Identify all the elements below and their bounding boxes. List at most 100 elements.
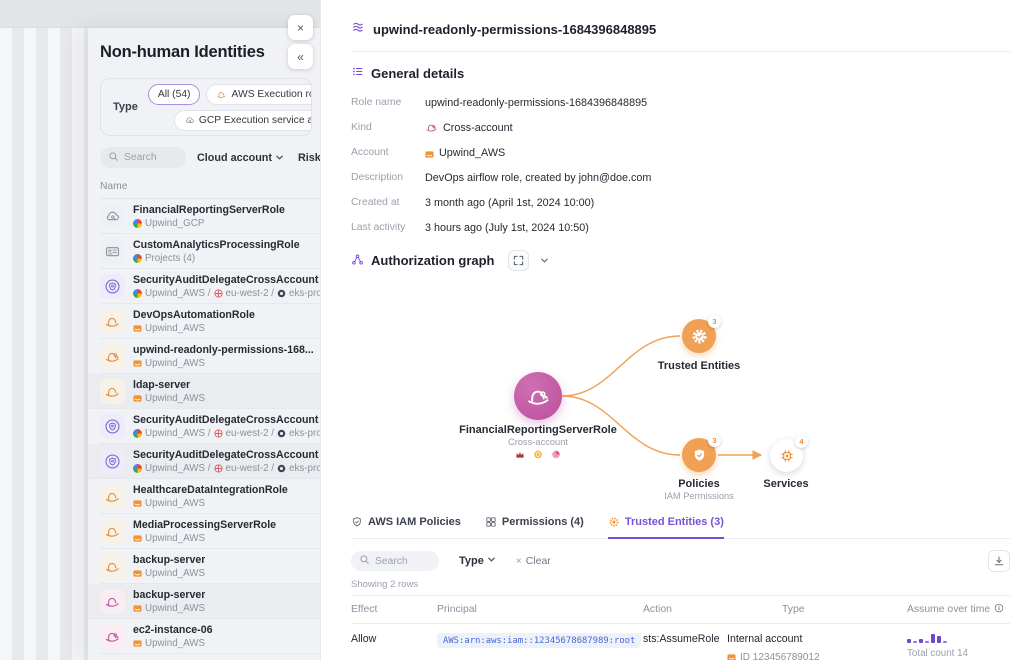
identity-subtitle: Upwind_AWS <box>133 638 213 649</box>
trusted-entity-row[interactable]: Allow AWS:arn:aws:iam::12345678687989:roo… <box>351 624 1010 660</box>
cell-type: Internal account ID 123456789012 <box>727 633 907 660</box>
type-pill-aws[interactable]: AWS Execution role <box>206 83 311 105</box>
principal-arn-chip[interactable]: AWS:arn:aws:iam::12345678687989:root <box>437 633 642 648</box>
filter-risk-overview[interactable]: Risk overview <box>298 152 320 164</box>
gcp-icon <box>133 463 142 473</box>
table-search[interactable] <box>351 551 439 571</box>
identity-subtitle: Upwind_AWS / eu-west-2 / eks-prod interna <box>133 428 320 439</box>
type-filter-label: Type <box>113 101 138 113</box>
identity-row[interactable]: ldap-server Upwind_AWS <box>88 374 320 409</box>
filter-cloud-account[interactable]: Cloud account <box>197 152 284 164</box>
download-button[interactable] <box>988 550 1010 572</box>
total-count-text: Total count 14 <box>907 648 969 659</box>
tab-label: Trusted Entities (3) <box>624 516 724 528</box>
identity-row-text: DevOpsAutomationRole Upwind_AWS <box>133 309 255 334</box>
chevron-down-icon[interactable] <box>540 256 549 265</box>
drawer-controls: × « <box>288 15 313 69</box>
aws-icon <box>133 534 142 543</box>
graph-node-services-label: Services <box>763 478 809 490</box>
identities-search[interactable] <box>100 147 186 168</box>
identity-row[interactable]: SecurityAuditDelegateCrossAccount Upwind_… <box>100 269 320 304</box>
identity-row[interactable]: MediaProcessingServerRole Upwind_AWS <box>100 514 320 549</box>
general-details-label: General details <box>371 65 465 81</box>
identity-layers-icon <box>351 20 365 39</box>
type-pill-label: All (54) <box>157 88 191 100</box>
tab-permissions-4[interactable]: Permissions (4) <box>485 516 584 539</box>
risk-crown-icon <box>515 447 526 465</box>
identity-row[interactable]: upwind-readonly-permissions-168... Upwind… <box>100 339 320 374</box>
type-detail: ID 123456789012 <box>727 652 907 660</box>
type-pill-all[interactable]: All (54) <box>147 83 201 105</box>
identity-row-text: SecurityAuditDelegateCrossAccount Upwind_… <box>133 414 320 439</box>
identity-row-text: backup-server Upwind_AWS <box>133 589 205 614</box>
identity-type-hat-icon <box>100 483 125 509</box>
cross-account-hat-icon <box>425 121 438 134</box>
column-header-assume-over-time: Assume over time <box>907 603 1010 616</box>
info-icon[interactable] <box>994 603 1004 616</box>
identity-row-text: HealthcareDataIntegrationRole Upwind_AWS <box>133 484 288 509</box>
identity-row[interactable]: backup-server Upwind_AWS <box>100 549 320 584</box>
field-account: Account Upwind_AWS <box>351 140 1010 165</box>
identity-row[interactable]: ec2-instance-06 Upwind_AWS <box>100 619 320 654</box>
identity-row-text: MediaProcessingServerRole Upwind_AWS <box>133 519 276 544</box>
clear-label: Clear <box>525 555 551 567</box>
identity-row[interactable]: FinancialReportingServerRole Upwind_GCP <box>100 199 320 234</box>
table-search-input[interactable] <box>375 555 433 567</box>
identity-type-hat-key-icon <box>100 623 125 649</box>
tab-aws-iam-policies[interactable]: AWS IAM Policies <box>351 516 461 539</box>
identity-subtitle: Upwind_AWS <box>133 568 205 579</box>
background-top-strip <box>0 0 320 28</box>
graph-node-trusted-entities[interactable]: 3 <box>682 315 721 353</box>
trusted-entities-count-badge: 3 <box>708 315 721 328</box>
graph-node-policies[interactable]: 3 <box>682 434 721 472</box>
detail-title: upwind-readonly-permissions-168439684889… <box>373 22 657 37</box>
identity-row-text: ldap-server Upwind_AWS <box>133 379 205 404</box>
authorization-graph-label: Authorization graph <box>371 253 495 268</box>
identity-name: ldap-server <box>133 378 191 391</box>
identity-row[interactable]: SecurityAuditDelegateCrossAccount Upwind_… <box>88 444 320 479</box>
clear-filters-button[interactable]: × Clear <box>516 555 551 567</box>
aws-role-hat-icon <box>216 89 227 100</box>
graph-node-services[interactable]: 4 <box>770 435 808 472</box>
identity-account-text: Upwind_GCP <box>145 217 205 229</box>
list-icon <box>351 65 364 81</box>
identity-account-text: Upwind_AWS <box>145 497 206 509</box>
type-dropdown[interactable]: Type <box>459 555 496 567</box>
column-header-principal: Principal <box>437 604 477 615</box>
cell-effect: Allow <box>351 633 377 645</box>
collapse-button[interactable]: « <box>288 44 313 69</box>
close-button[interactable]: × <box>288 15 313 40</box>
identity-row[interactable]: HealthcareDataIntegrationRole Upwind_AWS <box>100 479 320 514</box>
type-pill-label: GCP Execution service account ( <box>198 114 311 126</box>
sparkline-bar <box>913 641 917 643</box>
cell-principal: AWS:arn:aws:iam::12345678687989:root <box>437 633 643 648</box>
type-pill-gcp[interactable]: GCP Execution service account ( <box>173 109 311 131</box>
identity-type-hat-icon <box>100 588 125 614</box>
identity-subtitle: Upwind_AWS / eu-west-2 / eks-prod interna <box>133 463 320 474</box>
identity-name: FinancialReportingServerRole <box>133 203 285 216</box>
identity-subtitle: Upwind_AWS <box>133 498 288 509</box>
identity-row[interactable]: backup-server Upwind_AWS <box>88 584 320 619</box>
filter-label: Risk overview <box>297 151 320 164</box>
graph-node-policies-sublabel: IAM Permissions <box>664 491 734 501</box>
identity-account-text: Projects (4) <box>145 252 196 264</box>
identity-row[interactable]: CustomAnalyticsProcessingRole Projects (4… <box>100 234 320 269</box>
risk-pie-icon <box>551 447 562 465</box>
authorization-graph-heading: Authorization graph <box>351 250 1010 271</box>
expand-graph-button[interactable] <box>507 250 529 271</box>
identity-subtitle: Upwind_GCP <box>133 218 285 229</box>
field-label: Account <box>351 147 389 158</box>
tab-trusted-entities-3[interactable]: Trusted Entities (3) <box>607 516 724 539</box>
identity-account-text: Upwind_AWS <box>145 637 206 649</box>
identity-subtitle: Upwind_AWS <box>133 603 205 614</box>
sparkline-bar <box>931 634 935 643</box>
search-input[interactable] <box>124 152 182 163</box>
field-role-name: Role name upwind-readonly-permissions-168… <box>351 90 1010 115</box>
policies-count-badge: 3 <box>708 434 721 447</box>
identity-row[interactable]: SecurityAuditDelegateCrossAccount Upwind_… <box>100 409 320 444</box>
assume-over-time-label: Assume over time <box>907 604 991 615</box>
identity-row-text: ec2-instance-06 Upwind_AWS <box>133 624 213 649</box>
identity-row[interactable]: DevOpsAutomationRole Upwind_AWS <box>100 304 320 339</box>
graph-node-role[interactable] <box>514 372 562 420</box>
identity-account-text: Upwind_AWS / <box>145 462 211 474</box>
